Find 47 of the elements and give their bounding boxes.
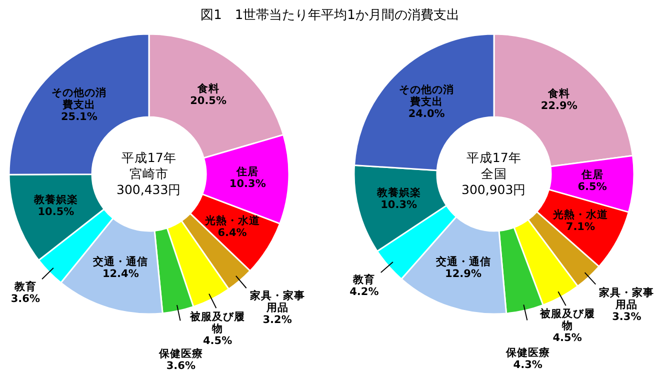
slice-label: 被服及び履物 bbox=[538, 308, 596, 332]
text: 300,903円 bbox=[462, 182, 526, 198]
slice-label: 保健医療 bbox=[158, 348, 203, 360]
slice-label: 家具・家事用品 bbox=[598, 286, 656, 310]
data-label: 20.5% bbox=[190, 95, 227, 108]
slice-label: 光熱・水道 bbox=[204, 214, 260, 227]
data-label: 12.9% bbox=[444, 268, 482, 280]
data-label: 24.0% bbox=[407, 108, 446, 120]
data-label: 3.3% bbox=[611, 310, 642, 322]
data-label: 3.6% bbox=[165, 360, 196, 372]
slice-label: 食料 bbox=[196, 83, 220, 96]
data-label: 12.4% bbox=[101, 268, 140, 280]
slice-label: 教養娯楽 bbox=[376, 187, 421, 200]
text: 平成17年 bbox=[465, 150, 522, 166]
data-label: 4.5% bbox=[202, 334, 234, 347]
text: 300,433円 bbox=[116, 182, 182, 198]
text: 平成17年 bbox=[120, 150, 178, 166]
chart-title: 図1 1世帯当たり年平均1か月間の消費支出 bbox=[200, 7, 460, 24]
data-label: 4.2% bbox=[350, 286, 379, 298]
data-label: 4.3% bbox=[512, 359, 544, 372]
data-label: 6.5% bbox=[578, 181, 607, 194]
data-label: 3.6% bbox=[10, 293, 40, 306]
data-label: 22.9% bbox=[540, 100, 578, 112]
data-label: 6.4% bbox=[216, 226, 248, 239]
slice-label: 交通・通信 bbox=[93, 256, 148, 268]
slice-label: 交通・通信 bbox=[436, 256, 491, 268]
data-label: 25.1% bbox=[60, 110, 98, 122]
slice-label: 教養娯楽 bbox=[34, 194, 78, 206]
data-label: 10.5% bbox=[36, 206, 76, 218]
slice-label: 教育 bbox=[13, 281, 38, 294]
slice-label: 住居 bbox=[235, 166, 260, 178]
slice-label: 被服及び履物 bbox=[188, 310, 246, 335]
slice-label: 住居 bbox=[580, 169, 604, 182]
text: 宮崎市 bbox=[128, 166, 170, 182]
data-label: 7.1% bbox=[564, 221, 596, 234]
data-label: 3.2% bbox=[262, 314, 293, 326]
data-label: 10.3% bbox=[229, 178, 266, 190]
slice-label: 家具・家事用品 bbox=[248, 290, 306, 314]
slice-label: 教育 bbox=[352, 274, 376, 286]
slice-label: その他の消費支出 bbox=[398, 84, 456, 108]
slice-label: 食料 bbox=[547, 88, 572, 100]
data-label: 4.5% bbox=[552, 332, 583, 344]
text: 全国 bbox=[480, 166, 508, 182]
slice-label: その他の消費支出 bbox=[50, 86, 108, 110]
data-label: 10.3% bbox=[380, 199, 418, 212]
slice-label: 光熱・水道 bbox=[552, 209, 608, 222]
slice-label: 保健医療 bbox=[506, 347, 550, 360]
